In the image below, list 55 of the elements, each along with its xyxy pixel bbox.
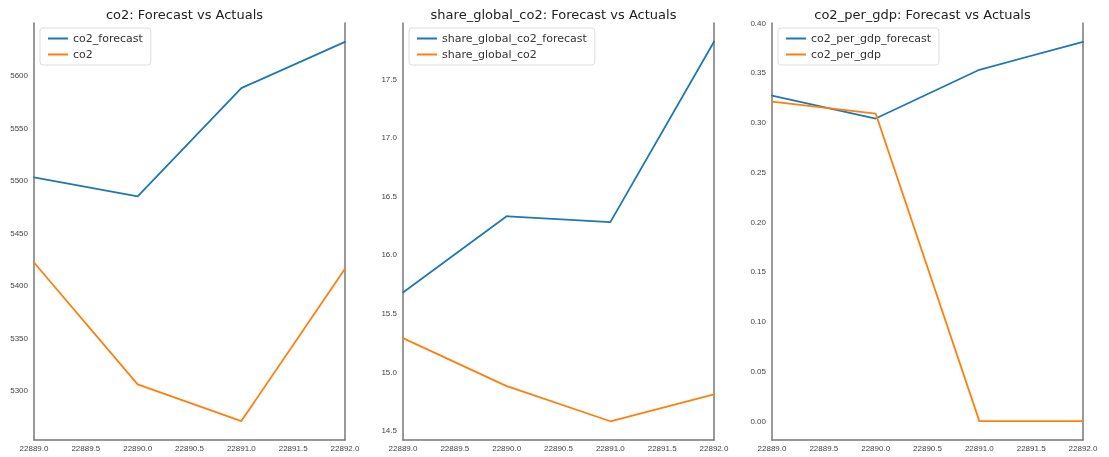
x-tick-label: 22890.0 <box>123 443 153 453</box>
x-tick-label: 22889.5 <box>71 443 101 453</box>
chart-title: share_global_co2: Forecast vs Actuals <box>430 7 677 22</box>
y-tick-label: 16.5 <box>381 191 398 201</box>
x-tick-label: 22892.0 <box>699 443 730 453</box>
line-series <box>33 261 346 422</box>
y-tick-label: 0.15 <box>750 267 767 277</box>
legend-label: share_global_co2 <box>442 48 537 61</box>
x-tick-label: 22889.0 <box>388 443 419 453</box>
y-tick-label: 5500 <box>10 176 29 186</box>
x-tick-label: 22891.0 <box>964 443 995 453</box>
x-tick-label: 22890.5 <box>913 443 943 453</box>
x-tick-label: 22891.5 <box>1016 443 1047 453</box>
y-tick-label: 17.0 <box>381 133 398 143</box>
y-tick-label: 5600 <box>10 71 29 81</box>
x-tick-label: 22889.5 <box>809 443 839 453</box>
x-tick-label: 22890.0 <box>492 443 522 453</box>
x-tick-label: 22890.5 <box>175 443 205 453</box>
x-tick-label: 22889.0 <box>19 443 50 453</box>
y-tick-label: 0.25 <box>750 167 767 177</box>
legend-label: co2 <box>73 48 93 61</box>
y-tick-label: 5550 <box>10 123 29 133</box>
x-tick-label: 22891.5 <box>647 443 678 453</box>
y-tick-label: 0.05 <box>750 366 767 376</box>
y-tick-label: 0.20 <box>750 217 767 227</box>
y-tick-label: 0.30 <box>750 118 767 128</box>
y-tick-label: 0.35 <box>750 68 767 78</box>
legend-label: co2_per_gdp_forecast <box>811 32 932 45</box>
y-tick-label: 5400 <box>10 281 29 291</box>
x-tick-label: 22891.0 <box>226 443 257 453</box>
legend-label: share_global_co2_forecast <box>442 32 588 45</box>
x-tick-label: 22891.0 <box>595 443 626 453</box>
y-tick-label: 0.10 <box>750 317 767 327</box>
y-tick-label: 14.5 <box>381 426 398 436</box>
x-tick-label: 22892.0 <box>330 443 361 453</box>
y-tick-label: 15.0 <box>381 367 398 377</box>
y-tick-label: 5450 <box>10 228 29 238</box>
y-tick-label: 17.5 <box>381 74 398 84</box>
chart-title: co2_per_gdp: Forecast vs Actuals <box>814 7 1031 22</box>
x-tick-label: 22889.5 <box>440 443 470 453</box>
y-tick-label: 16.0 <box>381 250 398 260</box>
legend-label: co2_forecast <box>73 32 144 45</box>
x-tick-label: 22889.0 <box>757 443 788 453</box>
legend-label: co2_per_gdp <box>811 48 882 61</box>
line-series <box>402 337 715 423</box>
y-tick-label: 5350 <box>10 333 29 343</box>
x-tick-label: 22890.5 <box>544 443 574 453</box>
x-tick-label: 22891.5 <box>278 443 309 453</box>
y-tick-label: 0.00 <box>750 416 767 426</box>
chart-title: co2: Forecast vs Actuals <box>105 7 264 22</box>
x-tick-label: 22892.0 <box>1068 443 1099 453</box>
y-tick-label: 15.5 <box>381 308 398 318</box>
x-tick-label: 22890.0 <box>861 443 891 453</box>
y-tick-label: 5300 <box>10 386 29 396</box>
y-tick-label: 0.40 <box>750 18 767 28</box>
